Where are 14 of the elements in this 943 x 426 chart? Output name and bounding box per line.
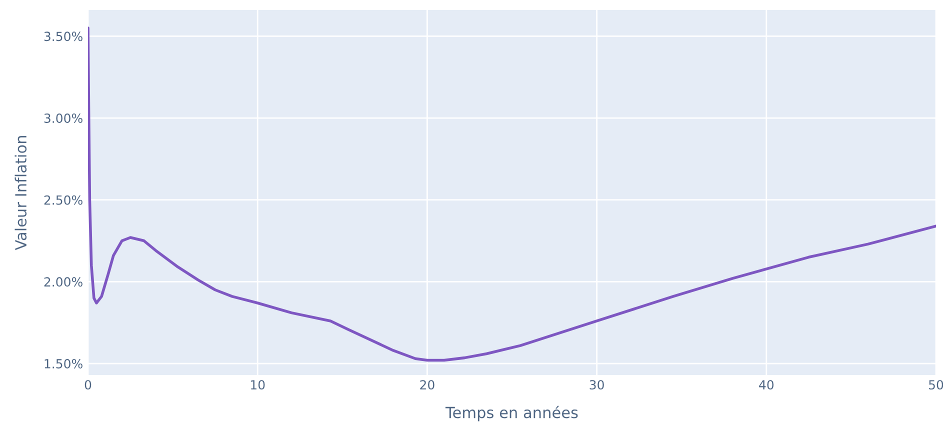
line-series bbox=[88, 26, 936, 362]
x-tick-label: 30 bbox=[590, 380, 604, 390]
y-tick-label: 3.00% bbox=[44, 114, 82, 123]
x-axis-title: Temps en années bbox=[445, 406, 578, 422]
y-tick-label: 3.50% bbox=[44, 32, 82, 42]
x-tick-label: 10 bbox=[251, 380, 265, 390]
y-tick-label: 2.00% bbox=[44, 277, 82, 287]
y-tick-label: 2.50% bbox=[44, 195, 82, 205]
x-tick-label: 40 bbox=[759, 380, 774, 390]
x-tick-label: 50 bbox=[929, 380, 943, 390]
y-axis-title: Valeur Inflation bbox=[14, 136, 27, 250]
x-tick-label: 20 bbox=[420, 380, 434, 390]
x-tick-label: 0 bbox=[84, 380, 92, 390]
y-tick-label: 1.50% bbox=[44, 359, 82, 368]
